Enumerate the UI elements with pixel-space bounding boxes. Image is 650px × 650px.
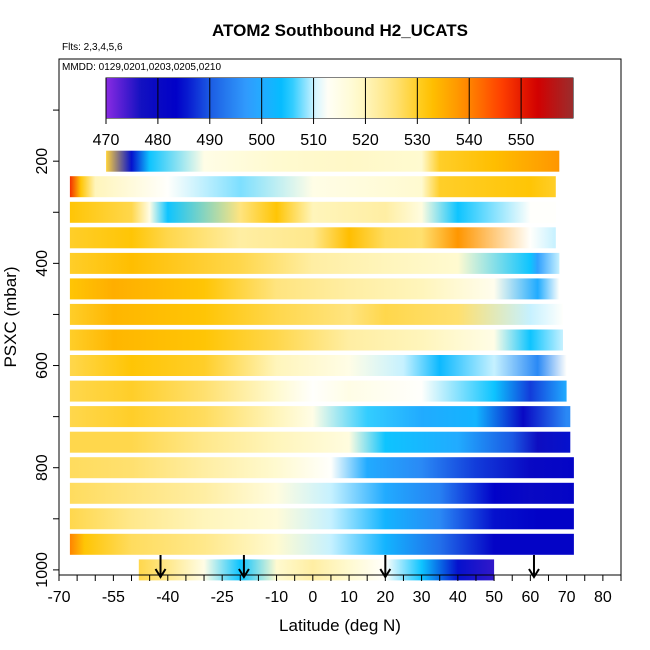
colorbar-fill [106, 78, 573, 118]
heatmap-row [69, 252, 560, 274]
y-tick-label: 400 [34, 250, 51, 277]
colorbar-tick-label: 520 [352, 132, 379, 149]
colorbar-tick-label: 530 [404, 132, 431, 149]
x-tick-label: 40 [449, 589, 467, 606]
x-tick-label: 50 [485, 589, 503, 606]
y-tick-label: 1000 [34, 552, 51, 588]
x-tick-label: -10 [265, 589, 288, 606]
heatmap-layer [69, 150, 574, 581]
heatmap-row [69, 431, 571, 453]
heatmap-row [69, 406, 571, 428]
x-tick-label: 60 [521, 589, 539, 606]
colorbar-ticks: 470 480 490 500 510 520 530 540 550 [93, 78, 535, 149]
heatmap-row [69, 201, 556, 223]
y-tick-label: 800 [34, 454, 51, 481]
flights-subtitle: Flts: 2,3,4,5,6 [62, 42, 123, 53]
heatmap-row [69, 482, 574, 504]
y-axis: 200 400 600 800 1000 [34, 109, 59, 588]
x-tick-label: 10 [340, 589, 358, 606]
x-axis-label: Latitude (deg N) [279, 616, 401, 635]
colorbar-tick-label: 470 [93, 132, 120, 149]
colorbar-tick-label: 500 [248, 132, 275, 149]
x-tick-label: 20 [376, 589, 394, 606]
x-tick-label: -25 [211, 589, 234, 606]
y-tick-label: 200 [34, 148, 51, 175]
heatmap-row [69, 355, 567, 376]
y-tick-label: 600 [34, 352, 51, 379]
x-axis: -70 -55 -40 -25 -10 0 10 20 30 40 50 60 70 80 [47, 575, 622, 606]
x-tick-label: 30 [413, 589, 431, 606]
x-tick-label: -40 [156, 589, 179, 606]
x-tick-label: -70 [47, 589, 70, 606]
flight-arrow [238, 555, 250, 579]
heatmap-row [69, 380, 567, 402]
flight-arrow [528, 555, 540, 579]
heatmap-row [106, 150, 560, 172]
colorbar-tick-label: 550 [508, 132, 535, 149]
x-tick-label: 0 [308, 589, 317, 606]
heatmap-row [69, 508, 574, 530]
colorbar-gradient [106, 78, 573, 118]
heatmap-row [69, 176, 556, 198]
colorbar-tick-label: 540 [456, 132, 483, 149]
dates-subtitle: MMDD: 0129,0201,0203,0205,0210 [62, 62, 221, 73]
heatmap-row [69, 227, 556, 249]
heatmap-row [138, 559, 495, 581]
plot-frame [58, 58, 622, 576]
y-axis-label: PSXC (mbar) [1, 266, 20, 367]
heatmap-row [69, 533, 574, 555]
flight-arrows [154, 555, 540, 579]
colorbar-tick-label: 490 [196, 132, 223, 149]
colorbar-tick-label: 480 [145, 132, 172, 149]
heatmap-row [69, 303, 564, 325]
flight-arrow [154, 555, 167, 579]
heatmap-row [69, 329, 564, 351]
heatmap-row [69, 457, 574, 479]
x-tick-label: 80 [594, 589, 612, 606]
colorbar-tick-label: 510 [300, 132, 327, 149]
chart-title: ATOM2 Southbound H2_UCATS [212, 21, 468, 40]
flight-arrow [379, 555, 392, 579]
x-tick-label: 70 [558, 589, 576, 606]
x-tick-label: -55 [102, 589, 125, 606]
heatmap-row [69, 278, 560, 300]
